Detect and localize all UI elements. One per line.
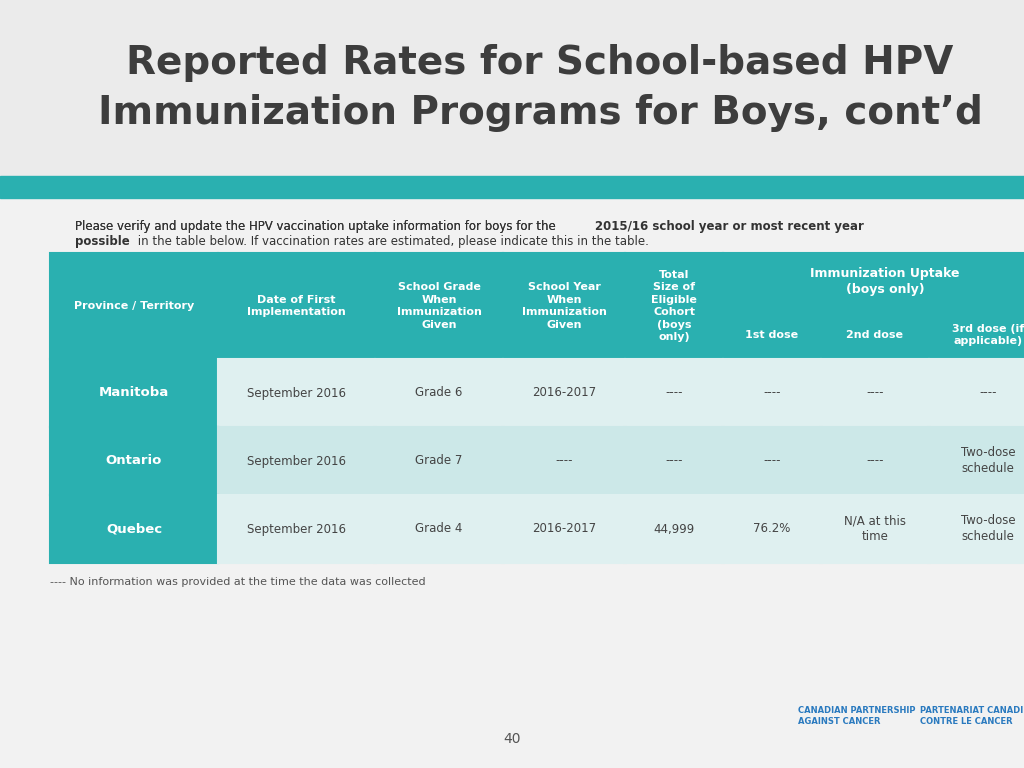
- Bar: [821, 427, 929, 495]
- Bar: [50, 495, 218, 563]
- Bar: [503, 359, 625, 427]
- Text: Grade 6: Grade 6: [416, 386, 463, 399]
- Text: Two-dose
schedule: Two-dose schedule: [961, 446, 1016, 475]
- Text: Total
Size of
Eligible
Cohort
(boys
only): Total Size of Eligible Cohort (boys only…: [651, 270, 697, 342]
- Bar: [0, 0, 1024, 178]
- Text: CANADIAN PARTNERSHIP
AGAINST CANCER: CANADIAN PARTNERSHIP AGAINST CANCER: [798, 707, 915, 726]
- Text: 2016-2017: 2016-2017: [531, 386, 596, 399]
- Text: Manitoba: Manitoba: [99, 386, 169, 399]
- Text: September 2016: September 2016: [247, 455, 346, 468]
- Bar: [50, 253, 218, 359]
- Bar: [218, 359, 375, 427]
- Text: ----: ----: [666, 455, 683, 468]
- Bar: [929, 495, 1024, 563]
- Text: 3rd dose (if
applicable): 3rd dose (if applicable): [952, 324, 1024, 346]
- Bar: [218, 253, 375, 359]
- Bar: [723, 311, 821, 359]
- Bar: [625, 427, 723, 495]
- Bar: [625, 253, 723, 359]
- Text: Grade 4: Grade 4: [416, 522, 463, 535]
- Text: September 2016: September 2016: [247, 522, 346, 535]
- Bar: [218, 495, 375, 563]
- Text: Two-dose
schedule: Two-dose schedule: [961, 515, 1016, 544]
- Bar: [821, 311, 929, 359]
- Bar: [503, 253, 625, 359]
- Bar: [0, 176, 1024, 198]
- Text: Ontario: Ontario: [105, 455, 162, 468]
- Text: Date of First
Implementation: Date of First Implementation: [247, 295, 346, 317]
- Bar: [503, 495, 625, 563]
- Text: 2015/16 school year or most recent year: 2015/16 school year or most recent year: [595, 220, 864, 233]
- Text: ---- No information was provided at the time the data was collected: ---- No information was provided at the …: [50, 577, 426, 587]
- Text: ----: ----: [666, 386, 683, 399]
- Text: September 2016: September 2016: [247, 386, 346, 399]
- Bar: [723, 253, 1024, 311]
- Text: ----: ----: [866, 386, 884, 399]
- Bar: [723, 495, 821, 563]
- Bar: [929, 427, 1024, 495]
- Text: School Grade
When
Immunization
Given: School Grade When Immunization Given: [396, 283, 481, 329]
- Bar: [929, 359, 1024, 427]
- Text: Province / Territory: Province / Territory: [74, 301, 195, 311]
- Text: 40: 40: [503, 732, 521, 746]
- Bar: [625, 495, 723, 563]
- Text: ----: ----: [555, 455, 572, 468]
- Bar: [50, 359, 218, 427]
- Bar: [375, 495, 503, 563]
- Text: N/A at this
time: N/A at this time: [844, 515, 906, 544]
- Bar: [218, 427, 375, 495]
- Text: 2nd dose: 2nd dose: [847, 330, 903, 340]
- Text: Grade 7: Grade 7: [416, 455, 463, 468]
- Bar: [50, 427, 218, 495]
- Text: School Year
When
Immunization
Given: School Year When Immunization Given: [521, 283, 606, 329]
- Text: ----: ----: [763, 386, 780, 399]
- Text: Immunization Programs for Boys, cont’d: Immunization Programs for Boys, cont’d: [97, 94, 982, 132]
- Bar: [821, 359, 929, 427]
- Text: possible: possible: [75, 235, 130, 248]
- Text: Reported Rates for School-based HPV: Reported Rates for School-based HPV: [126, 44, 953, 82]
- Bar: [821, 495, 929, 563]
- Text: 1st dose: 1st dose: [745, 330, 799, 340]
- Text: Please verify and update the HPV vaccination uptake information for boys for the: Please verify and update the HPV vaccina…: [75, 220, 559, 233]
- Bar: [503, 427, 625, 495]
- Bar: [929, 311, 1024, 359]
- Text: ----: ----: [979, 386, 996, 399]
- Text: Immunization Uptake
(boys only): Immunization Uptake (boys only): [810, 267, 959, 296]
- Text: 76.2%: 76.2%: [754, 522, 791, 535]
- Bar: [723, 427, 821, 495]
- Bar: [375, 359, 503, 427]
- Text: PARTENARIAT CANADIEN
CONTRE LE CANCER: PARTENARIAT CANADIEN CONTRE LE CANCER: [920, 707, 1024, 726]
- Bar: [723, 359, 821, 427]
- Text: Quebec: Quebec: [105, 522, 162, 535]
- Text: 44,999: 44,999: [653, 522, 694, 535]
- Text: Please verify and update the HPV vaccination uptake information for boys for the: Please verify and update the HPV vaccina…: [75, 220, 559, 233]
- Bar: [625, 359, 723, 427]
- Bar: [375, 427, 503, 495]
- Text: 2016-2017: 2016-2017: [531, 522, 596, 535]
- Bar: [375, 253, 503, 359]
- Text: ----: ----: [866, 455, 884, 468]
- Text: in the table below. If vaccination rates are estimated, please indicate this in : in the table below. If vaccination rates…: [134, 235, 649, 248]
- Text: ----: ----: [763, 455, 780, 468]
